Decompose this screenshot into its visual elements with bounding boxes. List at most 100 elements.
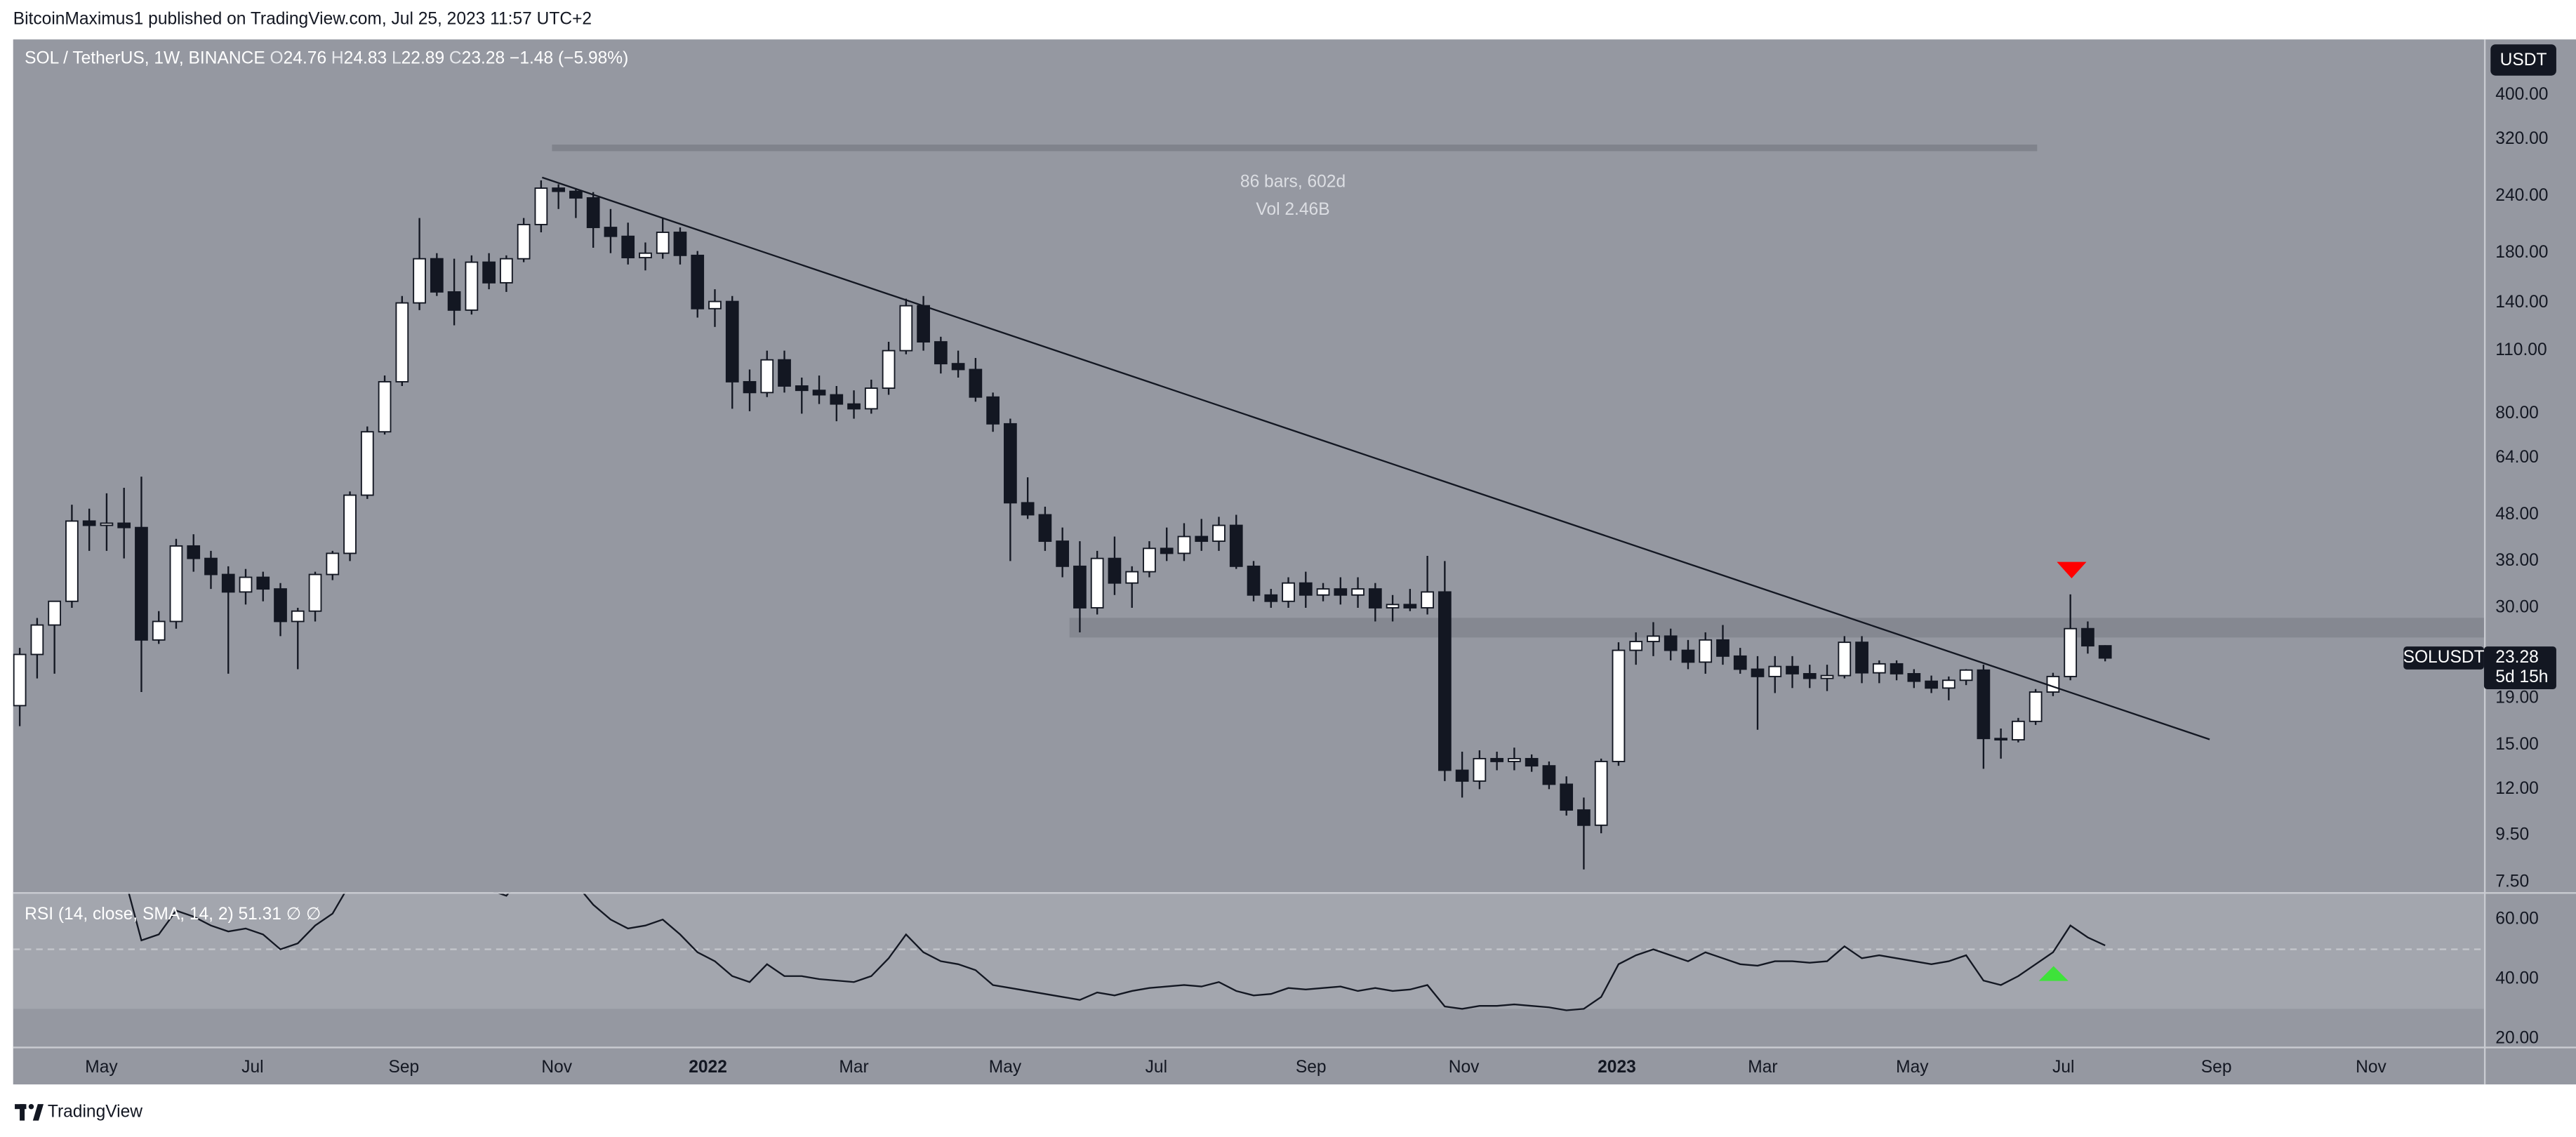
x-tick-label: Nov [1449,1058,1480,1077]
candle-body [1542,765,1556,785]
range-bars-label: 86 bars, 602d [1240,172,1346,191]
candle-body [2098,645,2112,659]
candle-body [360,431,374,496]
range-volume-label: Vol 2.46B [1256,200,1329,219]
legend-key: C [449,49,462,68]
candle-body [743,380,757,394]
y-tick-label: 400.00 [2495,85,2548,104]
candle-body [604,227,618,237]
candle-body [1403,604,1417,609]
y-tick-label: 19.00 [2495,688,2538,707]
candle-body [1177,536,1191,554]
legend-change: −1.48 (−5.98%) [510,49,628,68]
rsi-title: RSI (14, close, SMA, 14, 2) [25,905,234,924]
y-tick-label: 64.00 [2495,448,2538,467]
candle-body [1716,639,1729,657]
candle-body [1438,591,1452,771]
candle-body [395,302,409,383]
candle-body [100,522,114,526]
candle-body [413,258,426,304]
y-tick-label: 9.50 [2495,825,2529,844]
candle-body [1212,524,1226,543]
candle-body [1959,669,1973,681]
candle-body [725,300,739,383]
candle-body [1229,524,1243,567]
candle-body [326,552,340,576]
candle-body [1351,588,1365,596]
candle-body [1160,547,1174,554]
candle-body [1264,594,1278,602]
x-tick-label: 2023 [1598,1058,1636,1077]
candle-body [308,573,322,612]
x-tick-label: May [989,1058,1022,1077]
range-measure-bar [552,145,2038,152]
rsi-value: 51.31 [238,905,281,924]
candle-body [1090,557,1104,609]
x-tick-label: Jul [241,1058,263,1077]
candle-body [187,545,201,559]
candle-body [204,557,218,576]
candle-body [2012,720,2025,740]
candle-body [13,653,27,707]
resistance-zone [1069,618,2484,638]
symbol-title: SOL / TetherUS, 1W, BINANCE [25,49,265,68]
legend-value: 23.28 [462,49,505,68]
publisher-line: BitcoinMaximus1 published on TradingView… [13,10,592,29]
candle-body [812,390,826,396]
candle-body [1455,769,1469,782]
y-tick-label: 48.00 [2495,505,2538,524]
candle-body [1786,665,1799,674]
y-tick-label: 7.50 [2495,872,2529,891]
candle-body [1508,757,1521,762]
candle-body [778,359,791,387]
y-tick-label: 320.00 [2495,129,2548,148]
x-tick-label: May [1896,1058,1929,1077]
legend-key: O [270,49,284,68]
candle-body [1907,672,1921,682]
legend-key: H [331,49,344,68]
candle-body [1751,668,1765,677]
x-tick-label: Nov [2356,1058,2386,1077]
candle-body [1838,641,1852,677]
legend-value: 24.76 [284,49,326,68]
rsi-tick-label: 40.00 [2495,969,2538,988]
candle-body [569,190,583,199]
candle-body [1334,588,1348,596]
candle-body [65,520,79,602]
candle-body [378,380,392,433]
candle-body [1056,540,1070,567]
candle-body [2081,627,2094,647]
candle-body [221,573,235,593]
countdown-label: 5d 15h [2495,667,2548,686]
rsi-legend: RSI (14, close, SMA, 14, 2) 51.31 ∅ ∅ [25,905,321,924]
brand-label: TradingView [48,1102,142,1121]
rsi-na: ∅ ∅ [286,905,321,924]
currency-label: USDT [2500,51,2547,69]
candle-body [673,232,687,256]
candle-body [1802,672,1817,679]
candle-body [500,258,513,284]
legend-value: 22.89 [401,49,444,68]
candle-body [256,576,270,590]
candle-body [30,624,44,656]
candle-body [2046,675,2060,693]
candle-body [1282,582,1295,602]
candle-body [1247,565,1261,596]
candle-body [1612,649,1626,762]
candle-body [708,300,722,310]
symbol-label: SOLUSDT [2403,648,2485,667]
last-price-label: 23.28 [2495,648,2538,667]
candle-body [135,526,148,641]
candle-body [430,258,444,293]
candle-body [1925,680,1938,689]
y-tick-label: 180.00 [2495,243,2548,262]
x-tick-label: Sep [1296,1058,1327,1077]
candle-body [1073,565,1087,609]
last-price-box [2483,646,2556,689]
candle-body [1594,761,1608,826]
candle-body [1577,809,1591,826]
candle-body [1733,655,1747,670]
candle-body [552,187,566,192]
